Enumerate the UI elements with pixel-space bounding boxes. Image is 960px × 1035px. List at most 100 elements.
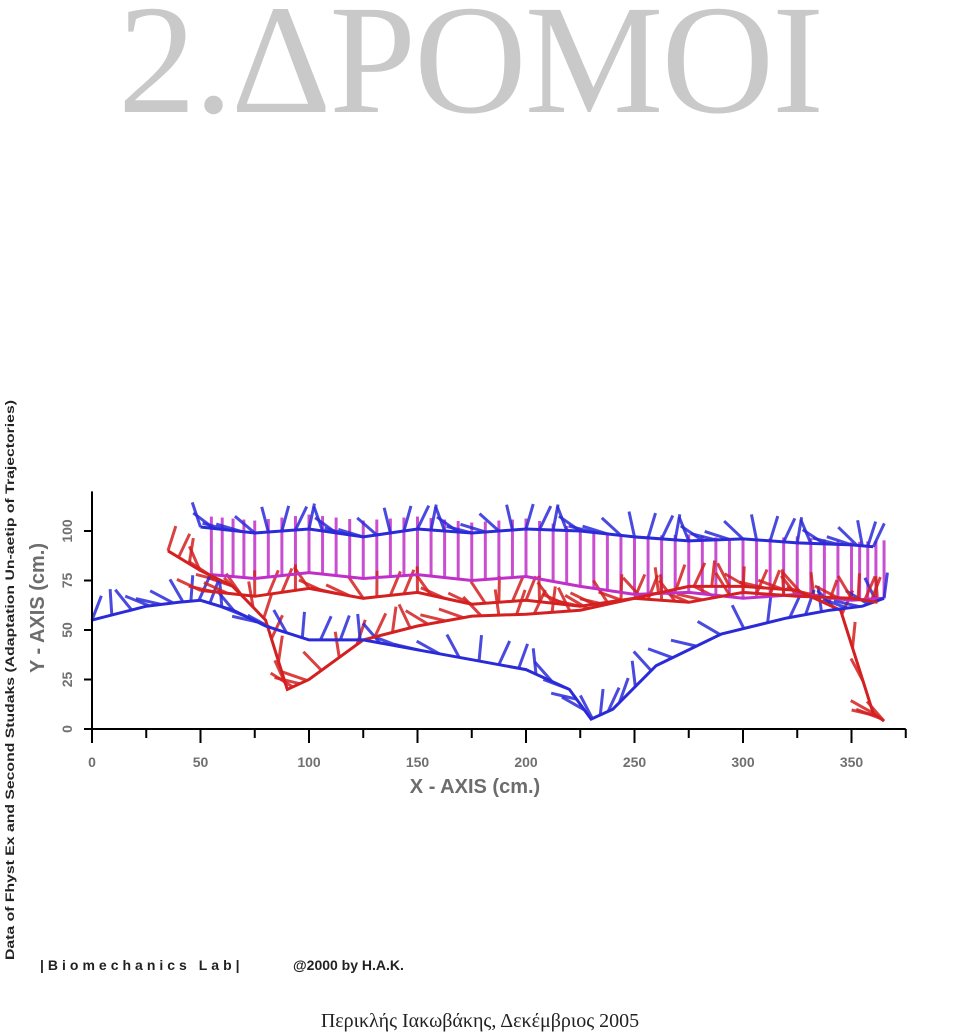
series-4-segment — [592, 579, 609, 604]
series-3-segment — [382, 507, 392, 534]
series-4-segment — [856, 573, 862, 600]
series-1-segment — [247, 581, 255, 608]
series-3-segment — [505, 504, 514, 531]
y-tick-label: 25 — [59, 672, 75, 688]
series-4-segment — [814, 584, 839, 600]
series-1-segment — [692, 562, 707, 588]
series-1-segment — [716, 562, 731, 588]
series-3-segment — [782, 517, 797, 543]
series-3-segment — [749, 514, 759, 541]
series-1-segment — [438, 607, 464, 620]
series-1-segment — [373, 612, 388, 638]
series-4-segment — [524, 575, 538, 601]
series-3-segment — [646, 512, 657, 539]
x-tick-label: 150 — [406, 754, 430, 770]
series-3-segment — [524, 503, 535, 530]
trajectory-chart: 0 50 100 150 200 250 300 350 0 25 50 75 100 X - AXIS… — [3, 400, 907, 973]
series-4-segment — [714, 571, 731, 596]
series-2-segment — [124, 594, 150, 608]
series-3-segment — [871, 522, 886, 548]
series-2-segment — [606, 687, 621, 712]
y-tick-label: 75 — [59, 573, 75, 589]
series-2-line — [91, 596, 885, 721]
series-3-segment — [856, 520, 864, 547]
series-3-segment — [866, 521, 878, 547]
series-3-segment — [294, 505, 309, 531]
series-4-segment — [836, 575, 853, 600]
series-2-segment — [730, 604, 746, 630]
series-3-segment — [538, 505, 553, 531]
series-3-segment — [233, 515, 256, 535]
series-4-segment — [347, 576, 365, 600]
series-2-segment — [696, 620, 721, 636]
series-3-segment — [768, 515, 780, 542]
y-tick-label: 100 — [59, 519, 75, 543]
series-2-segment — [356, 613, 362, 641]
series-1-segment — [274, 676, 301, 686]
series-4-segment — [569, 591, 595, 606]
credit-right: @2000 by H.A.K. — [293, 957, 404, 973]
series-2-segment — [766, 596, 773, 623]
series-3-segment — [416, 504, 431, 530]
x-tick-label: 200 — [514, 754, 538, 770]
series-2-segment — [517, 643, 529, 669]
series-4-segment — [676, 592, 703, 602]
series-3-segment — [723, 519, 745, 541]
series-3-line — [200, 525, 874, 549]
y-axis-label: Y - AXIS (cm.) — [27, 543, 49, 673]
series-2-segment — [647, 647, 673, 660]
series-3-segment — [402, 505, 413, 532]
x-axis-label: X - AXIS (cm.) — [410, 776, 540, 798]
x-tick-label: 50 — [193, 754, 209, 770]
series-1-segment — [397, 603, 412, 629]
series-4-segment — [768, 569, 782, 595]
series-4-segment — [469, 580, 487, 605]
series-1-segment — [556, 586, 572, 612]
series-3-segment — [627, 511, 636, 538]
x-tick-label: 0 — [88, 754, 96, 770]
series-1-segment — [404, 609, 429, 626]
series-2-segment — [630, 660, 637, 687]
series-4-segment — [497, 576, 501, 603]
series-4-segment — [780, 574, 799, 598]
series-1-segment — [390, 606, 398, 633]
x-tick-label: 350 — [840, 754, 864, 770]
series-1-segment — [515, 589, 527, 615]
series-2-segment — [882, 572, 889, 599]
series-3-segments — [190, 501, 886, 548]
series-3-segment — [660, 514, 675, 540]
series-3-segment — [356, 516, 378, 537]
series-2-segment — [561, 695, 586, 712]
series-1-segment — [177, 533, 192, 558]
series-3-segment — [460, 522, 486, 534]
series-2-segment — [90, 595, 103, 621]
series-2-segment — [319, 615, 333, 641]
series-4-segment — [266, 569, 280, 595]
x-tick-label: 300 — [731, 754, 755, 770]
series-1-segment — [851, 621, 857, 648]
series-1-segment — [420, 613, 447, 623]
series-1-segment — [710, 560, 717, 587]
series-2-segment — [598, 688, 605, 716]
footer-author-date: Περικλής Ιακωβάκης, Δεκέμβριος 2005 — [320, 1010, 640, 1032]
series-4-segment — [863, 575, 877, 601]
series-2-segment — [533, 660, 553, 683]
series-2-segment — [108, 588, 114, 616]
series-2-segment — [272, 609, 288, 634]
series-1-segment — [333, 631, 341, 658]
series-3-segment — [280, 505, 291, 532]
series-2-segment — [361, 622, 382, 644]
axis-ticks: 0 50 100 150 200 250 300 350 0 25 50 75 100 — [59, 519, 907, 770]
series-2-segment — [477, 635, 484, 662]
series-4-line — [200, 586, 878, 608]
x-tick-label: 250 — [623, 754, 647, 770]
x-tick-label: 100 — [297, 754, 321, 770]
series-1-segment — [281, 670, 308, 682]
series-2-segment — [168, 578, 185, 603]
series-4-segment — [511, 576, 525, 602]
series-4-segment — [659, 574, 664, 601]
trajectory-strokes — [90, 501, 889, 723]
series-2-segment — [822, 597, 848, 610]
series-2-segment — [531, 648, 538, 675]
series-2-segment — [300, 611, 306, 638]
